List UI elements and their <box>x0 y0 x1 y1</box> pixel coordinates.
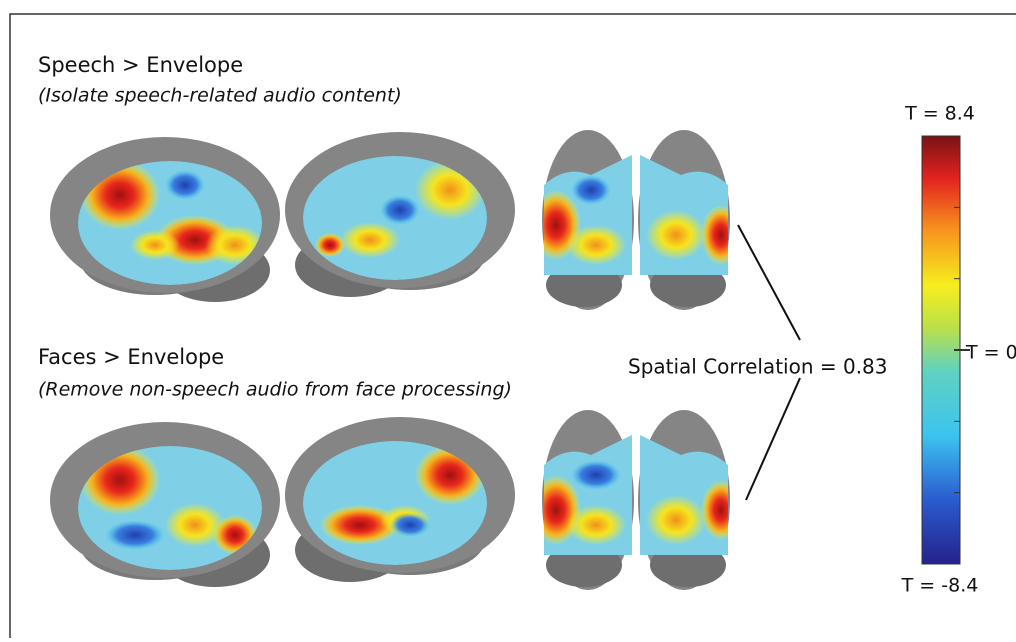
activation-blob <box>566 225 626 265</box>
colorbar-ticks <box>954 135 970 565</box>
activation-blob <box>320 505 400 545</box>
frame <box>9 13 1016 638</box>
lateral-brain <box>285 132 515 297</box>
panel-subtitle: (Isolate speech-related audio content) <box>38 85 402 107</box>
activation-blob <box>130 230 180 260</box>
activation-map <box>78 446 262 570</box>
activation-blob <box>165 503 225 547</box>
activation-blob <box>340 222 400 258</box>
activation-blob <box>165 170 205 200</box>
activation-blob <box>315 233 345 257</box>
frontal-brain <box>542 130 730 310</box>
lateral-brain <box>285 417 515 582</box>
panel-subtitle: (Remove non-speech audio from face proce… <box>38 379 512 401</box>
activation-map <box>303 156 487 280</box>
panel-title: Speech > Envelope <box>38 53 243 77</box>
brain-images <box>50 130 730 590</box>
activation-blob <box>380 195 420 225</box>
frontal-brain <box>542 410 730 590</box>
activation-blob <box>571 460 621 490</box>
activation-blob <box>701 480 728 540</box>
connector <box>737 224 801 341</box>
activation-blob <box>105 520 165 550</box>
activation-blob <box>571 175 611 205</box>
activation-blob <box>646 210 706 260</box>
panel-title: Faces > Envelope <box>38 345 224 369</box>
activation-map <box>303 441 487 565</box>
connector <box>745 377 801 501</box>
colorbar-mid: T = 0 <box>965 342 1016 364</box>
activation-blob <box>646 495 706 545</box>
activation-blob <box>701 205 728 265</box>
colorbar-max: T = 8.4 <box>904 103 975 125</box>
colorbar-min: T = -8.4 <box>901 575 979 597</box>
correlation-label: Spatial Correlation = 0.83 <box>628 355 888 379</box>
activation-blob <box>566 505 626 545</box>
lateral-brain <box>50 137 280 302</box>
lateral-brain <box>50 422 280 587</box>
activation-blob <box>390 513 430 537</box>
